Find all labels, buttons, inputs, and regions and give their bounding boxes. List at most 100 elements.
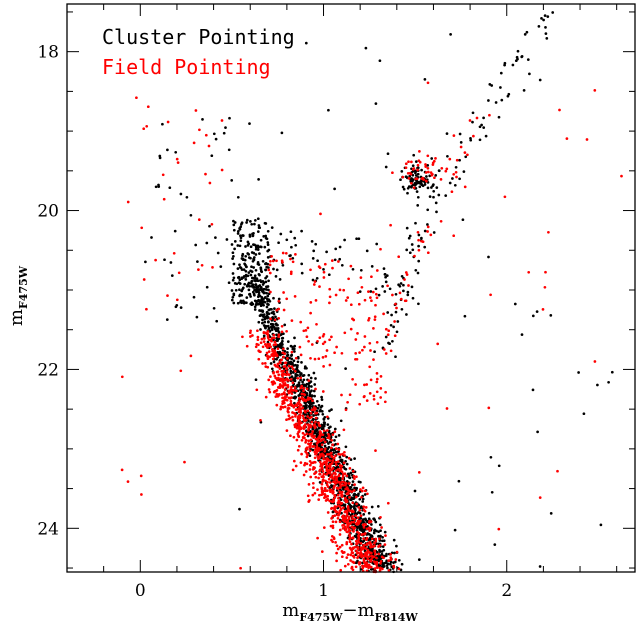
data-point	[351, 517, 354, 521]
data-point	[233, 240, 237, 243]
data-point	[331, 443, 335, 447]
data-point	[339, 498, 343, 502]
data-point	[355, 357, 359, 361]
data-point	[254, 378, 258, 382]
data-point	[313, 280, 317, 283]
data-point	[420, 177, 424, 180]
data-point	[327, 452, 331, 456]
data-point	[320, 395, 323, 399]
data-point	[387, 559, 391, 562]
data-point	[308, 463, 312, 467]
data-point	[335, 345, 338, 349]
data-point	[283, 349, 287, 353]
data-point	[399, 568, 403, 572]
data-point	[273, 307, 276, 310]
data-point	[322, 438, 325, 441]
data-point	[416, 230, 420, 234]
data-point	[339, 419, 343, 423]
data-point	[397, 558, 401, 562]
data-point	[311, 430, 315, 433]
data-point	[411, 296, 415, 300]
data-point	[362, 513, 366, 516]
data-point	[320, 443, 324, 447]
data-point	[370, 299, 373, 303]
data-point	[363, 383, 366, 387]
data-point	[404, 162, 408, 166]
data-point	[369, 296, 372, 299]
data-point	[350, 542, 353, 546]
data-point	[256, 285, 260, 289]
data-point	[361, 500, 365, 503]
data-point	[228, 116, 231, 120]
data-point	[300, 229, 303, 233]
data-point	[356, 332, 359, 335]
data-point	[379, 566, 382, 570]
data-point	[363, 298, 367, 302]
data-point	[285, 238, 289, 242]
data-point	[415, 177, 419, 181]
data-point	[458, 177, 461, 181]
data-point	[377, 552, 381, 556]
data-point	[275, 323, 279, 327]
data-point	[306, 326, 310, 330]
data-point	[244, 269, 248, 273]
data-point	[179, 369, 183, 373]
data-point	[317, 426, 321, 430]
data-point	[488, 113, 491, 117]
data-point	[331, 520, 335, 524]
data-point	[386, 333, 390, 337]
data-point	[310, 420, 314, 424]
data-point	[259, 238, 263, 242]
data-point	[418, 150, 421, 153]
data-point	[323, 447, 327, 451]
data-point	[339, 507, 343, 511]
data-point	[317, 357, 321, 361]
data-point	[259, 267, 263, 271]
data-point	[342, 288, 346, 292]
data-point	[231, 272, 235, 275]
data-point	[462, 170, 466, 173]
data-point	[256, 217, 260, 221]
data-point	[333, 514, 337, 517]
data-point	[236, 276, 240, 279]
data-point	[267, 378, 271, 382]
data-point	[343, 450, 346, 454]
data-point	[287, 364, 291, 368]
data-point	[239, 239, 243, 243]
data-point	[320, 486, 324, 490]
data-point	[354, 495, 358, 499]
data-point	[214, 137, 218, 141]
data-point	[349, 471, 353, 475]
data-point	[341, 477, 345, 481]
data-point	[279, 344, 283, 348]
data-point	[416, 195, 420, 199]
data-point	[382, 539, 386, 543]
data-point	[280, 259, 284, 263]
data-point	[236, 301, 240, 305]
data-point	[290, 319, 294, 322]
data-point	[272, 390, 276, 394]
data-point	[345, 492, 349, 496]
data-point	[166, 120, 170, 124]
data-point	[348, 537, 351, 541]
data-point	[280, 324, 284, 328]
data-point	[308, 381, 311, 385]
data-point	[281, 339, 284, 343]
data-point	[304, 41, 308, 45]
data-point	[379, 375, 383, 378]
data-point	[499, 71, 503, 75]
data-point	[241, 234, 245, 237]
data-point	[394, 302, 397, 306]
data-point	[220, 119, 224, 122]
data-point	[383, 290, 387, 293]
data-point	[268, 390, 272, 394]
data-point	[265, 265, 269, 269]
data-point	[373, 315, 377, 319]
data-point	[387, 329, 391, 333]
data-point	[379, 534, 382, 538]
data-point	[351, 480, 355, 483]
data-point	[363, 335, 367, 338]
data-point	[334, 506, 337, 509]
data-point	[239, 234, 242, 238]
data-point	[265, 285, 268, 289]
